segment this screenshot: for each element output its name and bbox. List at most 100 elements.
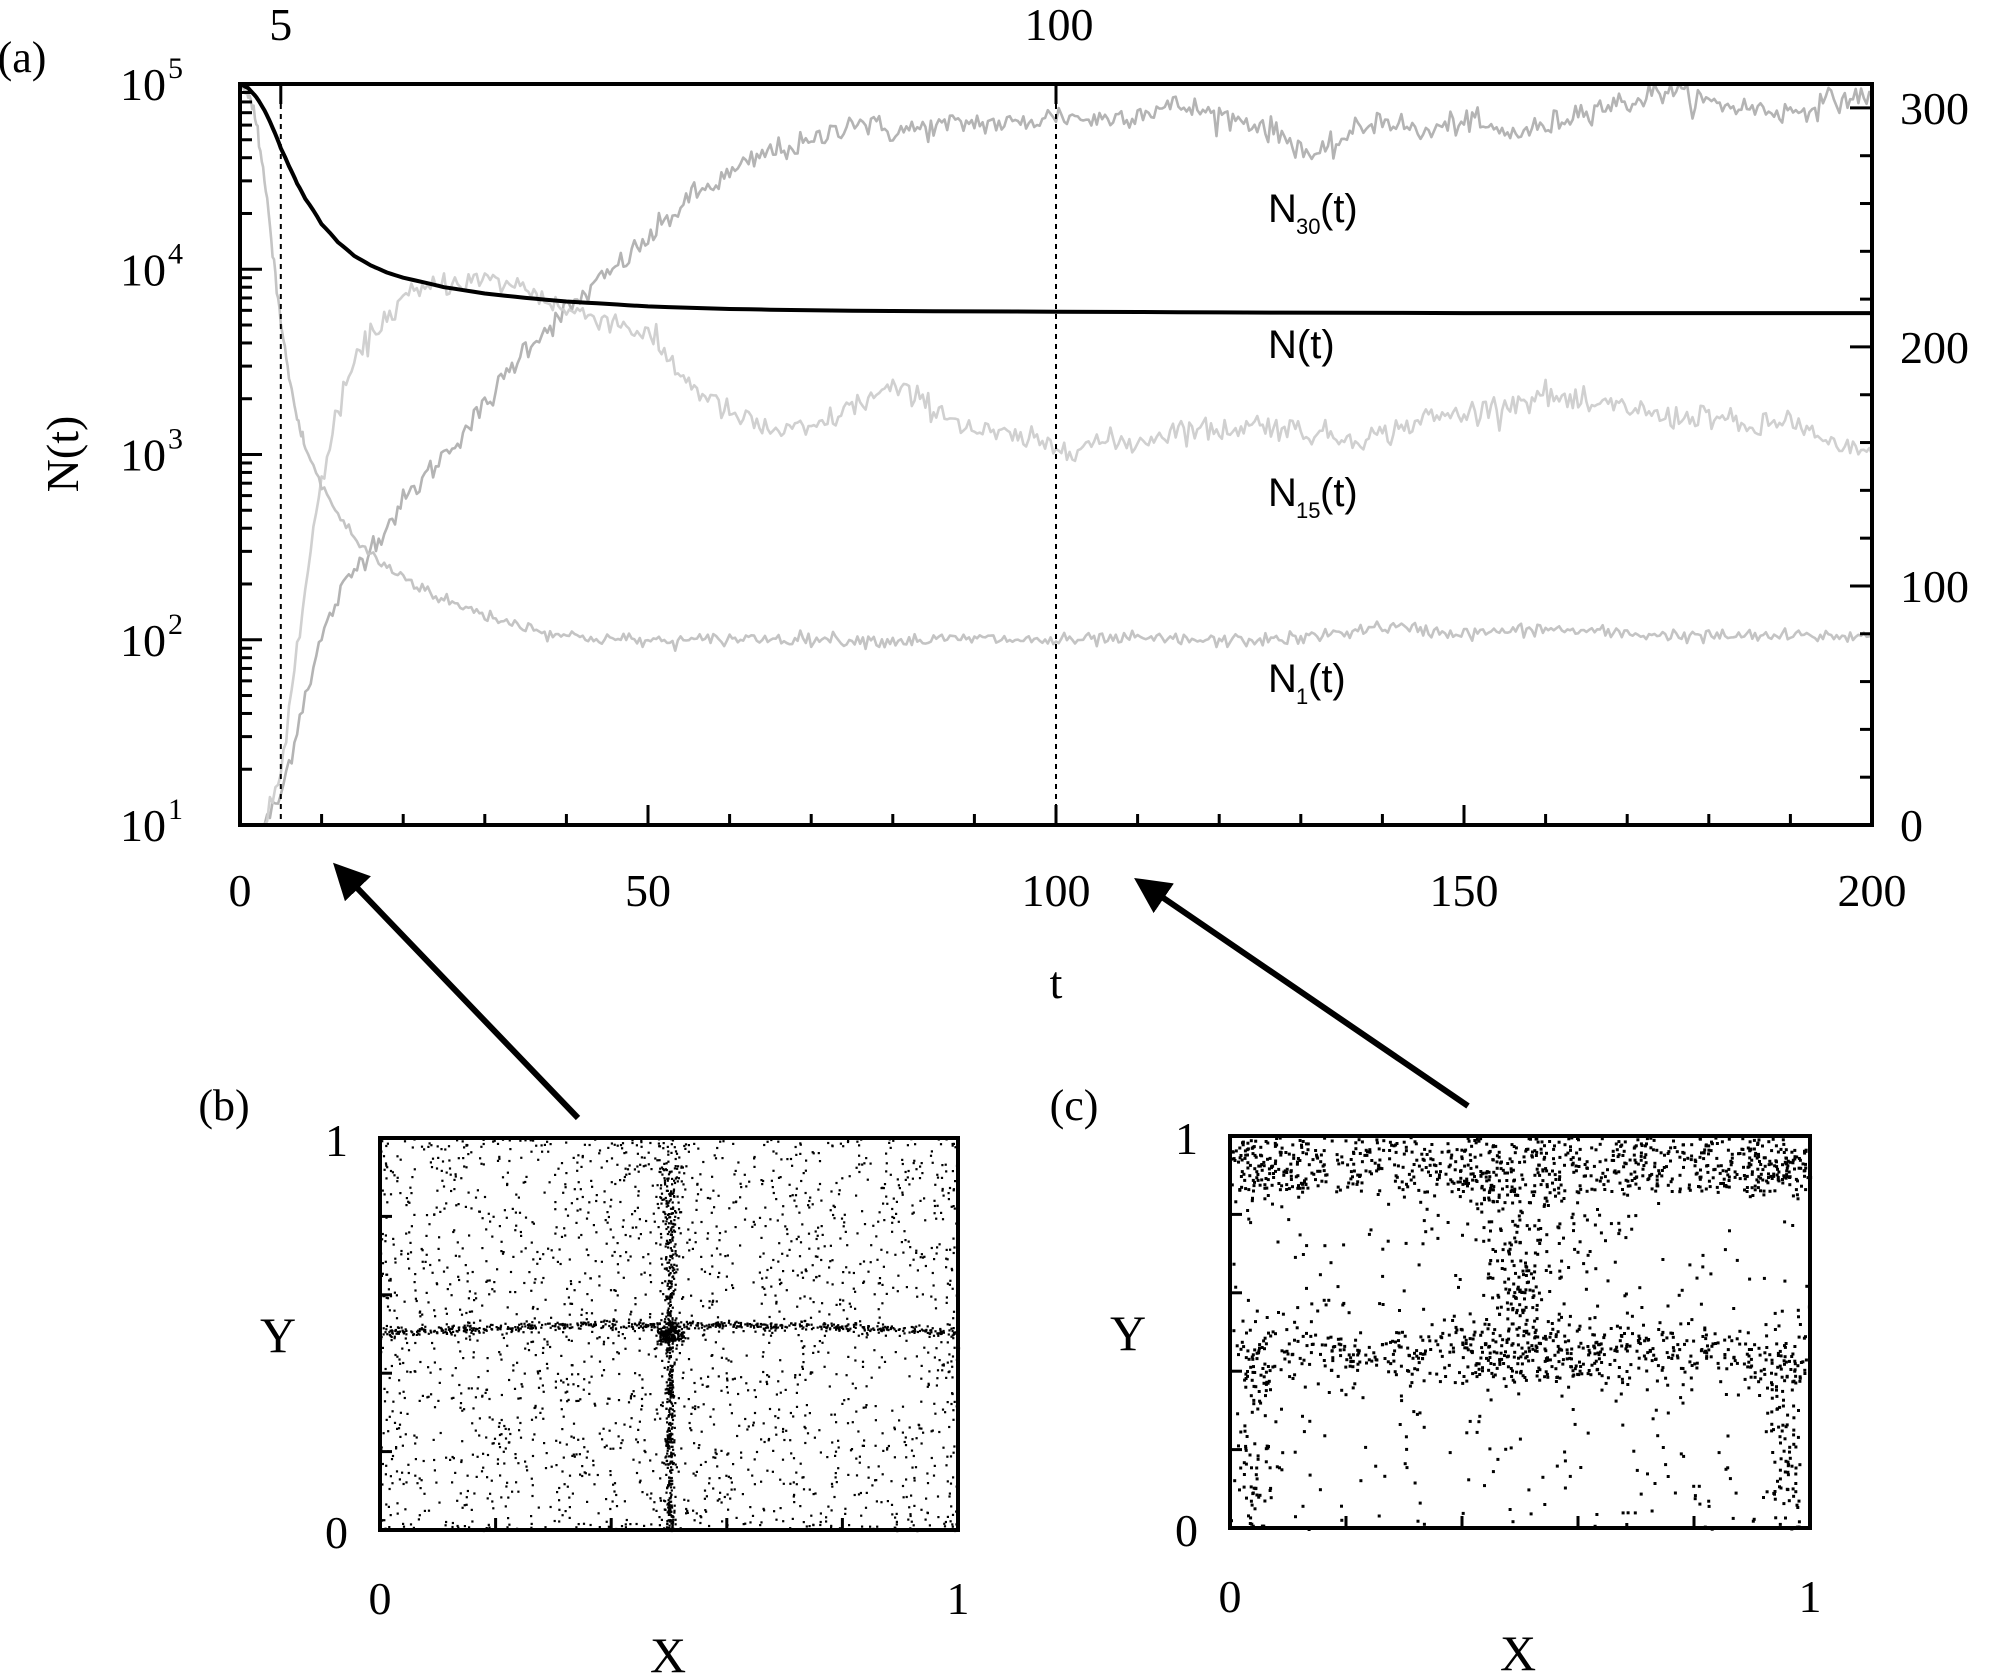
scatter-point [915, 1355, 918, 1358]
scatter-point [1790, 1355, 1794, 1358]
scatter-point [718, 1239, 721, 1242]
scatter-point [1315, 1153, 1318, 1157]
scatter-point [793, 1199, 796, 1202]
scatter-point [666, 1401, 669, 1404]
scatter-point [1279, 1151, 1283, 1155]
scatter-point [1461, 1356, 1465, 1360]
scatter-point [674, 1463, 677, 1466]
scatter-point [1250, 1199, 1254, 1203]
scatter-point [679, 1211, 682, 1214]
scatter-point [761, 1355, 764, 1358]
scatter-point [1686, 1156, 1690, 1160]
scatter-point [588, 1323, 591, 1326]
scatter-point [1669, 1331, 1673, 1335]
scatter-point [553, 1519, 556, 1523]
scatter-point [1318, 1273, 1322, 1277]
scatter-point [742, 1523, 745, 1526]
scatter-point [609, 1507, 612, 1511]
scatter-point [1404, 1145, 1408, 1149]
scatter-point [609, 1447, 612, 1450]
scatter-point [1649, 1146, 1653, 1150]
scatter-point [762, 1333, 765, 1336]
scatter-point [529, 1327, 532, 1330]
scatter-point [722, 1140, 725, 1143]
scatter-point [576, 1161, 579, 1164]
scatter-point [530, 1515, 533, 1518]
scatter-point [661, 1263, 664, 1266]
scatter-point [1242, 1473, 1246, 1476]
scatter-point [1779, 1147, 1783, 1151]
scatter-point [1558, 1269, 1562, 1273]
scatter-point [383, 1519, 386, 1522]
scatter-point [1509, 1446, 1513, 1450]
scatter-point [863, 1223, 867, 1226]
scatter-point [855, 1166, 858, 1169]
scatter-point [1465, 1431, 1469, 1435]
scatter-point [1297, 1195, 1301, 1199]
scatter-point [725, 1386, 729, 1389]
scatter-point [434, 1315, 437, 1318]
scatter-point [693, 1519, 696, 1522]
scatter-point [543, 1442, 546, 1445]
scatter-point [670, 1170, 673, 1173]
scatter-point [1768, 1159, 1772, 1163]
scatter-point [863, 1439, 866, 1442]
scatter-point [1662, 1166, 1666, 1169]
scatter-point [612, 1342, 615, 1345]
x-tick-label: 0 [369, 1573, 392, 1624]
scatter-point [666, 1421, 669, 1424]
scatter-point [624, 1347, 627, 1350]
scatter-point [469, 1324, 472, 1327]
scatter-point [512, 1369, 515, 1372]
scatter-point [670, 1432, 673, 1435]
scatter-point [1545, 1185, 1549, 1189]
scatter-point [1780, 1309, 1784, 1313]
scatter-point [488, 1397, 491, 1401]
scatter-point [669, 1247, 672, 1250]
scatter-point [619, 1200, 622, 1204]
scatter-point [1700, 1151, 1703, 1155]
scatter-point [1306, 1186, 1310, 1190]
scatter-point [851, 1421, 854, 1424]
scatter-point [664, 1388, 667, 1391]
scatter-point [726, 1493, 729, 1496]
scatter-point [1797, 1499, 1801, 1503]
scatter-point [1535, 1303, 1539, 1307]
scatter-point [581, 1195, 584, 1199]
scatter-point [952, 1409, 955, 1412]
scatter-point [1505, 1341, 1509, 1344]
scatter-point [660, 1404, 663, 1407]
scatter-point [673, 1263, 676, 1266]
scatter-point [1648, 1174, 1652, 1178]
scatter-point [449, 1173, 452, 1176]
scatter-point [901, 1484, 905, 1488]
scatter-point [935, 1384, 938, 1387]
scatter-point [546, 1343, 549, 1346]
scatter-point [1254, 1385, 1258, 1389]
scatter-point [530, 1241, 533, 1244]
scatter-point [723, 1322, 726, 1325]
scatter-point [530, 1418, 534, 1421]
scatter-point [578, 1280, 581, 1284]
scatter-point [913, 1479, 916, 1482]
scatter-point [627, 1259, 630, 1262]
scatter-point [718, 1477, 721, 1480]
scatter-point [535, 1144, 538, 1147]
scatter-point [652, 1470, 655, 1473]
scatter-point [1662, 1338, 1666, 1342]
scatter-point [918, 1324, 921, 1327]
scatter-point [664, 1196, 667, 1200]
scatter-point [712, 1324, 715, 1327]
scatter-point [702, 1160, 705, 1164]
scatter-point [953, 1346, 956, 1349]
scatter-point [737, 1392, 740, 1396]
scatter-point [627, 1325, 631, 1328]
scatter-point [643, 1524, 646, 1527]
scatter-point [710, 1211, 713, 1214]
scatter-point [673, 1439, 676, 1442]
scatter-point [687, 1228, 690, 1231]
scatter-point [719, 1491, 722, 1494]
scatter-point [672, 1452, 675, 1455]
scatter-point [672, 1236, 675, 1239]
scatter-point [859, 1320, 862, 1323]
